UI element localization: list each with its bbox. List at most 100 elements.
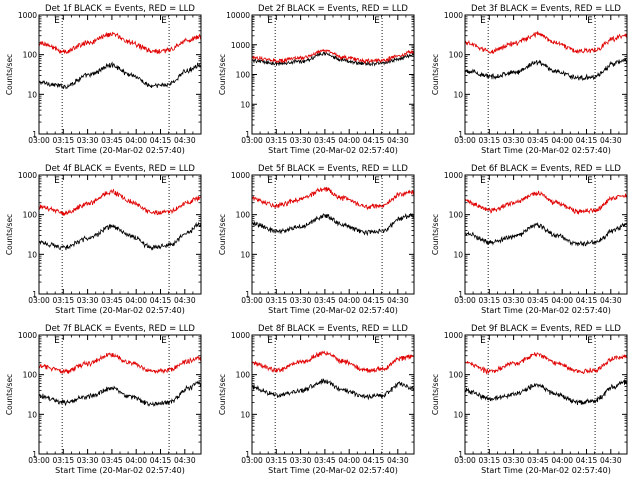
event-marker-label: E: [54, 336, 60, 346]
y-tick-label: 1: [245, 450, 250, 459]
y-tick-label: 1000: [444, 331, 463, 340]
y-axis-label: Counts/sec: [218, 214, 227, 255]
x-tick-label: 04:30: [387, 456, 409, 465]
x-tick-label: 03:30: [77, 296, 99, 305]
x-tick-label: 03:00: [454, 136, 476, 145]
y-tick-label: 100: [449, 51, 464, 60]
x-tick-label: 04:15: [150, 456, 172, 465]
x-tick-label: 03:00: [241, 136, 263, 145]
x-tick-label: 04:00: [338, 136, 360, 145]
plot-frame: [38, 174, 202, 295]
y-tick-label: 10: [27, 410, 37, 419]
x-tick-label: 03:00: [241, 456, 263, 465]
x-axis-label: Start Time (20-Mar-02 02:57:40): [481, 146, 611, 155]
lld-series-line: [38, 352, 202, 375]
x-tick-label: 03:00: [28, 296, 50, 305]
x-tick-label: 03:45: [527, 136, 549, 145]
panel-title: Det 1f BLACK = Events, RED = LLD: [45, 4, 195, 14]
event-marker-label: E: [480, 176, 486, 186]
x-tick-label: 03:15: [52, 296, 74, 305]
x-tick-label: 03:15: [478, 136, 500, 145]
plot-frame: [38, 14, 202, 135]
y-axis-label: Counts/sec: [5, 54, 14, 95]
x-tick-label: 04:15: [576, 136, 598, 145]
detector-panel: Det 5f BLACK = Events, RED = LLD Counts/s…: [218, 164, 415, 315]
x-tick-label: 04:30: [174, 456, 196, 465]
y-tick-label: 1000: [231, 331, 250, 340]
y-axis-label: Counts/sec: [431, 214, 440, 255]
y-axis-label: Counts/sec: [5, 374, 14, 415]
x-tick-label: 03:45: [314, 136, 336, 145]
y-tick-label: 1000: [231, 171, 250, 180]
panel-title: Det 9f BLACK = Events, RED = LLD: [471, 324, 621, 334]
x-tick-label: 04:30: [174, 296, 196, 305]
lld-series-line: [251, 48, 415, 65]
detector-panel: Det 7f BLACK = Events, RED = LLD Counts/s…: [5, 324, 202, 475]
x-tick-label: 04:30: [387, 136, 409, 145]
events-series-line: [251, 51, 415, 67]
y-tick-label: 1000: [444, 11, 463, 20]
panel-title: Det 5f BLACK = Events, RED = LLD: [258, 164, 408, 174]
y-tick-label: 1000: [444, 171, 463, 180]
x-tick-label: 04:15: [576, 296, 598, 305]
x-tick-label: 03:30: [503, 136, 525, 145]
y-tick-label: 1: [245, 290, 250, 299]
event-marker-label: E: [374, 336, 380, 346]
events-series-line: [38, 221, 202, 251]
y-tick-label: 100: [23, 371, 38, 380]
x-tick-label: 04:30: [600, 456, 622, 465]
panel-title: Det 7f BLACK = Events, RED = LLD: [45, 324, 195, 334]
panel-title: Det 3f BLACK = Events, RED = LLD: [471, 4, 621, 14]
x-tick-label: 03:30: [503, 296, 525, 305]
detector-panel: Det 3f BLACK = Events, RED = LLD Counts/s…: [431, 4, 628, 155]
x-tick-label: 04:00: [125, 136, 147, 145]
x-tick-label: 03:45: [527, 456, 549, 465]
x-tick-label: 03:45: [101, 296, 123, 305]
detector-panel: Det 6f BLACK = Events, RED = LLD Counts/s…: [431, 164, 628, 315]
x-tick-label: 04:30: [600, 296, 622, 305]
x-axis-label: Start Time (20-Mar-02 02:57:40): [55, 306, 185, 315]
x-axis-label: Start Time (20-Mar-02 02:57:40): [55, 466, 185, 475]
y-tick-label: 1: [458, 290, 463, 299]
event-marker-label: E: [54, 176, 60, 186]
y-tick-label: 10: [453, 90, 463, 99]
y-tick-label: 100: [236, 371, 251, 380]
event-marker-label: E: [161, 176, 167, 186]
event-marker-label: E: [267, 176, 273, 186]
x-tick-label: 03:15: [52, 136, 74, 145]
y-tick-label: 100: [236, 211, 251, 220]
y-tick-label: 1000: [18, 171, 37, 180]
y-tick-label: 1: [32, 450, 37, 459]
x-tick-label: 03:30: [290, 136, 312, 145]
x-tick-label: 03:00: [28, 456, 50, 465]
plot-frame: [38, 334, 202, 455]
plot-frame: [251, 334, 415, 455]
event-marker-label: E: [587, 176, 593, 186]
events-series-line: [251, 212, 415, 237]
events-series-line: [38, 380, 202, 407]
y-axis-label: Counts/sec: [5, 214, 14, 255]
x-tick-label: 03:45: [314, 296, 336, 305]
y-tick-label: 1: [32, 130, 37, 139]
lld-series-line: [251, 350, 415, 374]
y-tick-label: 10: [453, 250, 463, 259]
detector-panel: Det 9f BLACK = Events, RED = LLD Counts/s…: [431, 324, 628, 475]
x-tick-label: 03:30: [503, 456, 525, 465]
y-axis-label: Counts/sec: [431, 54, 440, 95]
y-tick-label: 100: [23, 51, 38, 60]
x-tick-label: 03:15: [478, 296, 500, 305]
y-tick-label: 1000: [231, 41, 250, 50]
events-series-line: [251, 378, 415, 401]
y-tick-label: 10: [27, 250, 37, 259]
panel-title: Det 4f BLACK = Events, RED = LLD: [45, 164, 195, 174]
event-marker-label: E: [587, 16, 593, 26]
y-axis-label: Counts/sec: [218, 54, 227, 95]
x-axis-label: Start Time (20-Mar-02 02:57:40): [55, 146, 185, 155]
panel-title: Det 2f BLACK = Events, RED = LLD: [258, 4, 408, 14]
x-tick-label: 04:15: [150, 136, 172, 145]
y-tick-label: 100: [23, 211, 38, 220]
events-series-line: [464, 57, 628, 82]
events-series-line: [464, 221, 627, 247]
y-axis-label: Counts/sec: [431, 374, 440, 415]
